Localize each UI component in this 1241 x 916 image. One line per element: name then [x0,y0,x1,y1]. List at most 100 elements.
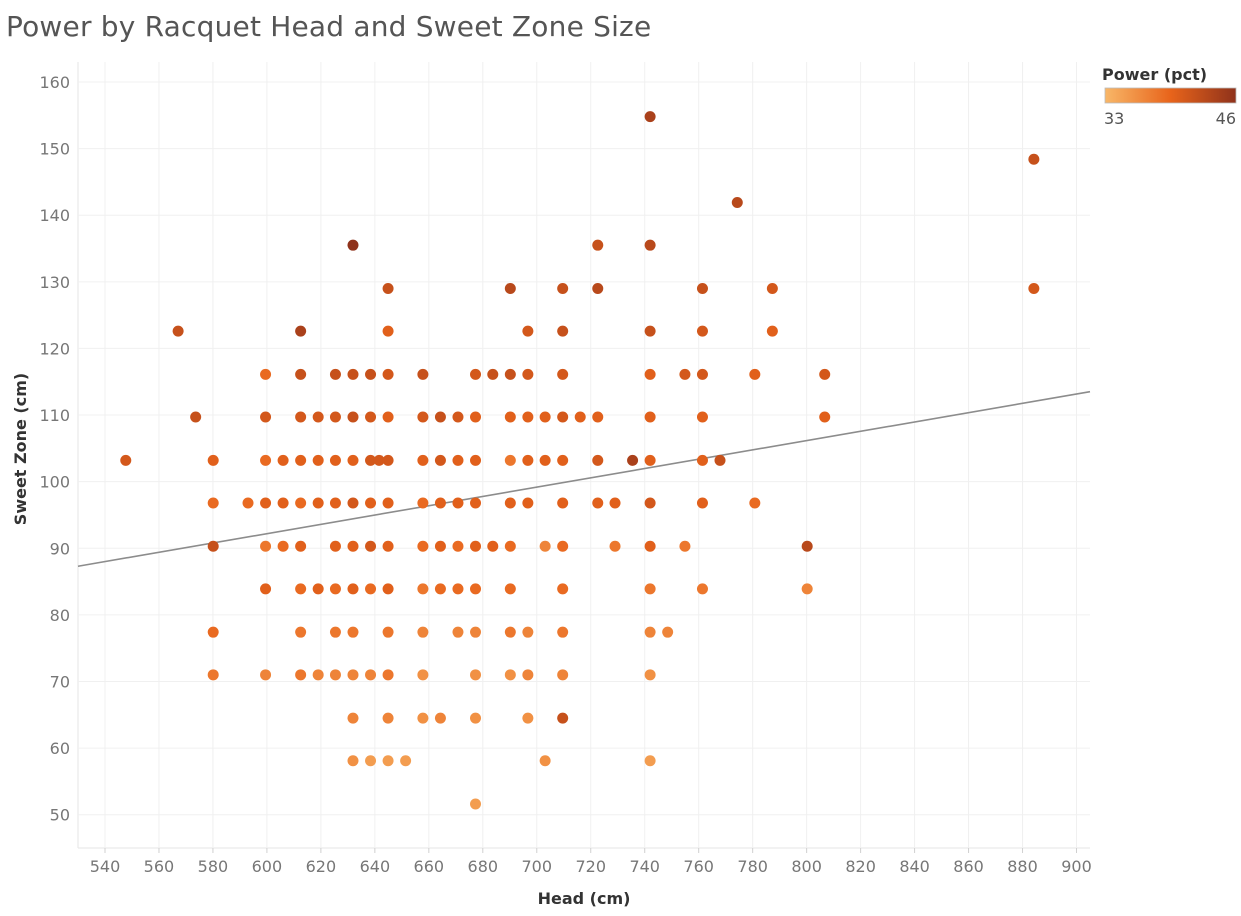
data-point[interactable] [417,497,429,509]
data-point[interactable] [504,368,516,380]
data-point[interactable] [557,282,569,294]
data-point[interactable] [644,454,656,466]
data-point[interactable] [382,282,394,294]
data-point[interactable] [504,497,516,509]
data-point[interactable] [470,669,482,681]
data-point[interactable] [627,454,639,466]
data-point[interactable] [347,497,359,509]
data-point[interactable] [207,454,219,466]
data-point[interactable] [365,583,377,595]
data-point[interactable] [347,368,359,380]
data-point[interactable] [609,540,621,552]
data-point[interactable] [644,239,656,251]
data-point[interactable] [417,669,429,681]
data-point[interactable] [504,540,516,552]
data-point[interactable] [242,497,254,509]
data-point[interactable] [434,497,446,509]
data-point[interactable] [749,497,761,509]
data-point[interactable] [312,497,324,509]
data-point[interactable] [522,712,534,724]
data-point[interactable] [417,712,429,724]
data-point[interactable] [295,454,307,466]
data-point[interactable] [1028,282,1040,294]
data-point[interactable] [417,454,429,466]
data-point[interactable] [592,411,604,423]
data-point[interactable] [766,282,778,294]
data-point[interactable] [522,411,534,423]
data-point[interactable] [434,411,446,423]
data-point[interactable] [644,626,656,638]
data-point[interactable] [696,497,708,509]
data-point[interactable] [295,411,307,423]
data-point[interactable] [452,540,464,552]
data-point[interactable] [522,626,534,638]
data-point[interactable] [382,540,394,552]
data-point[interactable] [539,755,551,767]
data-point[interactable] [557,626,569,638]
data-point[interactable] [452,626,464,638]
data-point[interactable] [557,540,569,552]
data-point[interactable] [557,712,569,724]
data-point[interactable] [592,239,604,251]
data-point[interactable] [696,325,708,337]
data-point[interactable] [277,497,289,509]
data-point[interactable] [731,197,743,209]
data-point[interactable] [347,626,359,638]
data-point[interactable] [329,626,341,638]
data-point[interactable] [295,325,307,337]
data-point[interactable] [644,583,656,595]
data-point[interactable] [277,454,289,466]
data-point[interactable] [470,411,482,423]
data-point[interactable] [470,497,482,509]
data-point[interactable] [696,454,708,466]
data-point[interactable] [592,454,604,466]
data-point[interactable] [277,540,289,552]
data-point[interactable] [557,583,569,595]
data-point[interactable] [801,540,813,552]
data-point[interactable] [504,669,516,681]
data-point[interactable] [470,583,482,595]
data-point[interactable] [417,583,429,595]
data-point[interactable] [644,540,656,552]
data-point[interactable] [312,583,324,595]
data-point[interactable] [644,755,656,767]
data-point[interactable] [365,411,377,423]
data-point[interactable] [295,583,307,595]
data-point[interactable] [382,669,394,681]
data-point[interactable] [347,454,359,466]
data-point[interactable] [400,755,412,767]
data-point[interactable] [470,454,482,466]
data-point[interactable] [522,325,534,337]
data-point[interactable] [644,497,656,509]
data-point[interactable] [504,626,516,638]
data-point[interactable] [766,325,778,337]
data-point[interactable] [679,368,691,380]
data-point[interactable] [329,540,341,552]
data-point[interactable] [347,411,359,423]
data-point[interactable] [347,712,359,724]
data-point[interactable] [329,368,341,380]
data-point[interactable] [609,497,621,509]
data-point[interactable] [696,368,708,380]
data-point[interactable] [452,411,464,423]
data-point[interactable] [347,239,359,251]
data-point[interactable] [714,454,726,466]
data-point[interactable] [487,368,499,380]
data-point[interactable] [207,626,219,638]
data-point[interactable] [295,540,307,552]
data-point[interactable] [452,497,464,509]
data-point[interactable] [557,669,569,681]
data-point[interactable] [382,325,394,337]
data-point[interactable] [749,368,761,380]
data-point[interactable] [504,411,516,423]
data-point[interactable] [207,497,219,509]
data-point[interactable] [207,540,219,552]
data-point[interactable] [470,712,482,724]
data-point[interactable] [539,540,551,552]
data-point[interactable] [382,583,394,595]
data-point[interactable] [312,454,324,466]
data-point[interactable] [539,454,551,466]
data-point[interactable] [662,626,674,638]
data-point[interactable] [470,798,482,810]
data-point[interactable] [295,497,307,509]
